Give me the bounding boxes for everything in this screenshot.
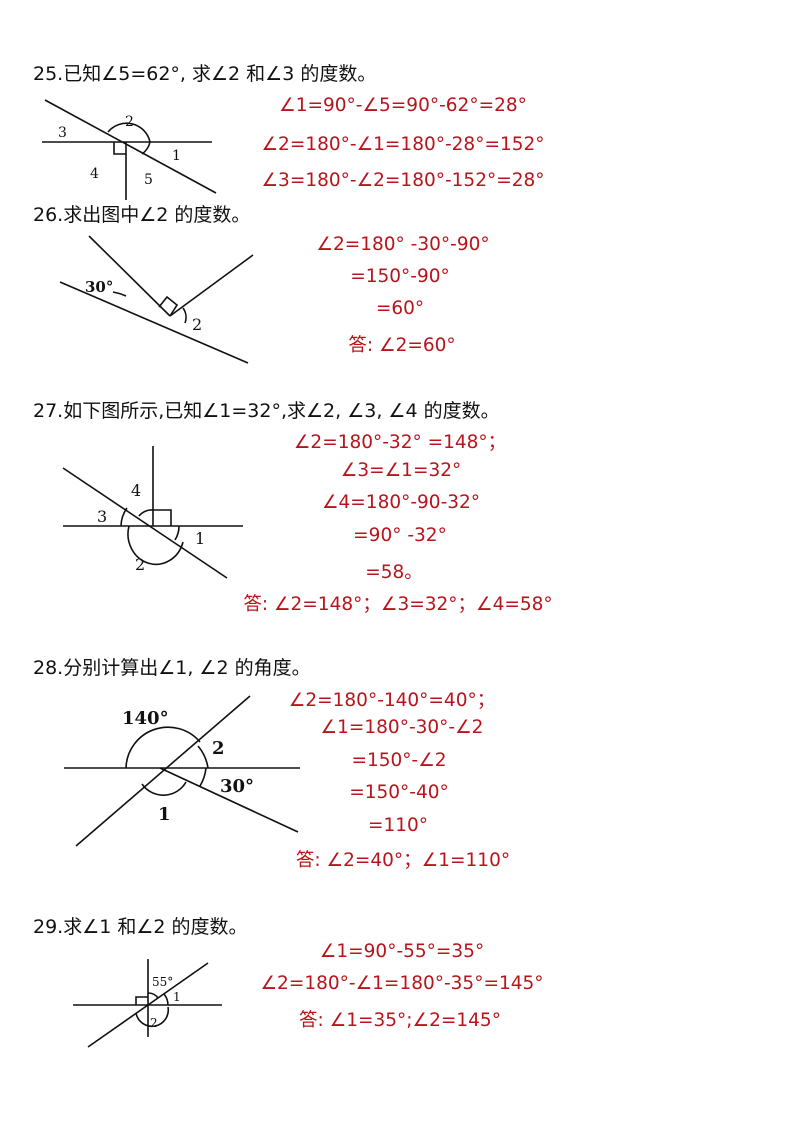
label-30-degrees: 30° xyxy=(220,776,254,797)
right-angle-mark xyxy=(135,996,148,1005)
label-55-degrees: 55° xyxy=(152,975,173,989)
angle-arc xyxy=(182,307,187,324)
label-1: 1 xyxy=(158,804,171,825)
figure-line xyxy=(87,962,209,1048)
right-angle-mark xyxy=(113,142,126,155)
angle-arc xyxy=(197,745,209,769)
answer-29-line-1: ∠1=90°-55°=35° xyxy=(319,941,485,962)
label-30-degrees: 30° xyxy=(85,278,113,296)
answer-28-line-4: =150°-40° xyxy=(349,782,449,803)
answer-29-line-3: 答: ∠1=35°;∠2=145° xyxy=(299,1010,501,1031)
figure-26: 30° 2 xyxy=(59,235,254,364)
angle-arc xyxy=(141,781,187,796)
label-140-degrees: 140° xyxy=(122,708,169,729)
question-26: 26.求出图中∠2 的度数。 xyxy=(33,204,251,226)
answer-25-line-3: ∠3=180°-∠2=180°-152°=28° xyxy=(261,170,545,191)
figure-line xyxy=(169,254,254,317)
question-28: 28.分别计算出∠1, ∠2 的角度。 xyxy=(33,657,311,679)
answer-28-line-3: =150°-∠2 xyxy=(351,750,447,771)
answer-27-line-2: ∠3=∠1=32° xyxy=(340,460,462,481)
label-4: 4 xyxy=(90,166,99,182)
answer-26-line-1: ∠2=180° -30°-90° xyxy=(316,234,490,255)
question-25: 25.已知∠5=62°, 求∠2 和∠3 的度数。 xyxy=(33,63,377,85)
answer-25-line-1: ∠1=90°-∠5=90°-62°=28° xyxy=(279,95,527,116)
angle-arc xyxy=(107,122,151,143)
answer-28-line-1: ∠2=180°-140°=40°； xyxy=(288,690,496,711)
label-1: 1 xyxy=(195,529,205,548)
label-4: 4 xyxy=(131,481,141,500)
label-2: 2 xyxy=(212,738,225,759)
label-3: 3 xyxy=(97,507,107,526)
angle-arc xyxy=(120,507,128,527)
answer-27-line-6: 答: ∠2=148°；∠3=32°；∠4=58° xyxy=(243,594,553,615)
answer-28-line-5: =110° xyxy=(367,815,429,836)
label-2: 2 xyxy=(125,114,134,130)
label-2: 2 xyxy=(135,555,145,574)
answer-29-line-2: ∠2=180°-∠1=180°-35°=145° xyxy=(260,973,544,994)
label-1: 1 xyxy=(173,990,181,1004)
angle-arc xyxy=(125,726,201,769)
figure-line xyxy=(59,281,249,364)
right-angle-mark xyxy=(153,509,172,526)
right-angle-mark xyxy=(158,295,179,317)
answer-27-line-4: =90° -32° xyxy=(353,525,447,546)
label-3: 3 xyxy=(58,125,67,141)
answer-28-line-6: 答: ∠2=40°；∠1=110° xyxy=(295,850,511,871)
figure-28: 140° 2 30° 1 xyxy=(64,695,300,847)
answer-27-line-5: =58。 xyxy=(365,562,423,583)
angle-arc xyxy=(163,993,169,1006)
answer-27-line-1: ∠2=180°-32° =148°； xyxy=(293,432,507,453)
figure-27: 4 3 1 2 xyxy=(62,446,243,579)
question-29: 29.求∠1 和∠2 的度数。 xyxy=(33,916,248,938)
angle-arc xyxy=(141,141,151,155)
angle-arc xyxy=(127,525,184,566)
figure-29: 55° 1 2 xyxy=(73,959,222,1048)
angle-arc xyxy=(199,767,207,787)
question-27: 27.如下图所示,已知∠1=32°,求∠2, ∠3, ∠4 的度数。 xyxy=(33,400,500,422)
figure-line xyxy=(159,767,299,833)
label-5: 5 xyxy=(144,172,153,188)
label-1: 1 xyxy=(172,148,181,164)
label-2: 2 xyxy=(192,315,202,334)
angle-arc xyxy=(135,1006,170,1028)
answer-26-line-3: =60° xyxy=(375,298,425,319)
angle-arc xyxy=(138,509,154,517)
angle-arc xyxy=(174,525,180,541)
figure-line xyxy=(44,99,217,194)
answer-28-line-2: ∠1=180°-30°-∠2 xyxy=(320,717,484,738)
figure-line xyxy=(62,467,228,579)
answer-25-line-2: ∠2=180°-∠1=180°-28°=152° xyxy=(261,134,545,155)
figure-25: 3 2 1 4 5 xyxy=(42,99,217,200)
angle-arc xyxy=(112,291,127,297)
label-2: 2 xyxy=(150,1016,158,1030)
angle-arc xyxy=(147,992,159,999)
answer-27-line-3: ∠4=180°-90-32° xyxy=(321,492,481,513)
answer-26-line-4: 答: ∠2=60° xyxy=(348,335,456,356)
figure-line xyxy=(75,695,251,847)
figure-line xyxy=(88,235,171,317)
answer-26-line-2: =150°-90° xyxy=(350,266,450,287)
